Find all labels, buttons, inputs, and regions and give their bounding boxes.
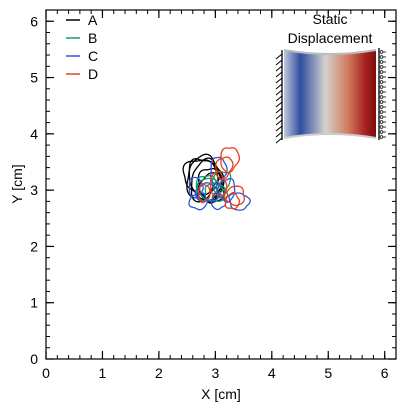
y-tick-label: 6 <box>30 13 38 29</box>
left-hatch-marks <box>275 53 283 144</box>
hatch-mark <box>275 125 283 132</box>
series-D-loop <box>220 147 241 174</box>
roller-mark <box>379 100 384 104</box>
series-D-loop <box>197 182 211 204</box>
roller-mark <box>379 60 384 64</box>
roller-mark <box>379 55 384 59</box>
hatch-mark <box>275 59 283 66</box>
inset-bottom-edge <box>283 133 377 139</box>
roller-mark <box>379 80 384 84</box>
roller-mark <box>379 70 384 74</box>
x-tick-label: 1 <box>99 365 107 381</box>
roller-mark <box>379 125 384 129</box>
x-tick-label: 5 <box>324 365 332 381</box>
y-tick-label: 3 <box>30 182 38 198</box>
roller-mark <box>379 90 384 94</box>
hatch-mark <box>275 101 283 108</box>
hatch-mark <box>275 53 283 60</box>
legend-label-C: C <box>88 48 98 64</box>
roller-mark <box>379 85 384 89</box>
y-tick-label: 0 <box>30 351 38 367</box>
legend-label-A: A <box>88 12 98 28</box>
roller-mark <box>379 50 384 54</box>
roller-mark <box>379 135 384 139</box>
hatch-mark <box>275 65 283 72</box>
inset-title-line2: Displacement <box>288 30 373 46</box>
hatch-mark <box>275 89 283 96</box>
y-tick-label: 5 <box>30 70 38 86</box>
series-C-loop <box>194 182 219 202</box>
series-D-loop <box>223 185 245 207</box>
series-D-loop <box>209 170 228 197</box>
inset-title-line1: Static <box>312 11 347 27</box>
x-tick-label: 2 <box>155 365 163 381</box>
x-tick-label: 4 <box>268 365 276 381</box>
y-axis-label: Y [cm] <box>9 164 25 203</box>
roller-mark <box>379 120 384 124</box>
displacement-field <box>284 50 376 138</box>
roller-mark <box>379 115 384 119</box>
axis-tick-labels: 0 1 2 3 4 5 6 0 1 2 3 4 5 6 <box>30 13 389 381</box>
inset-top-edge <box>283 49 377 55</box>
legend-label-B: B <box>88 30 97 46</box>
series-D-loop <box>224 192 241 210</box>
roller-mark <box>379 95 384 99</box>
hatch-mark <box>275 107 283 114</box>
y-tick-label: 1 <box>30 295 38 311</box>
series-D <box>197 147 245 210</box>
right-roller-marks <box>379 50 386 139</box>
static-displacement-inset: Static Displacement <box>275 11 386 144</box>
hatch-mark <box>275 77 283 84</box>
series-C-loop <box>216 177 236 203</box>
series-B-loop <box>204 182 229 203</box>
axis-ticks <box>45 9 397 360</box>
roller-mark <box>379 130 384 134</box>
hatch-mark <box>275 83 283 90</box>
y-tick-label: 4 <box>30 126 38 142</box>
roller-mark <box>379 65 384 69</box>
hatch-mark <box>275 71 283 78</box>
hatch-mark <box>275 95 283 102</box>
hatch-mark <box>275 113 283 120</box>
roller-mark <box>379 110 384 114</box>
hatch-mark <box>275 137 283 144</box>
roller-mark <box>379 105 384 109</box>
roller-mark <box>379 75 384 79</box>
legend-label-D: D <box>88 66 98 82</box>
plot-frame <box>45 9 397 360</box>
y-tick-label: 2 <box>30 238 38 254</box>
x-axis-label: X [cm] <box>201 386 241 402</box>
x-tick-label: 6 <box>381 365 389 381</box>
hatch-mark <box>275 119 283 126</box>
series-B-loop <box>211 170 232 195</box>
series-C <box>188 156 251 211</box>
series-C-loop <box>228 192 251 211</box>
hatch-mark <box>275 131 283 138</box>
series-layer <box>182 147 251 211</box>
series-C-loop <box>210 192 227 211</box>
x-tick-label: 0 <box>42 365 50 381</box>
x-tick-label: 3 <box>211 365 219 381</box>
